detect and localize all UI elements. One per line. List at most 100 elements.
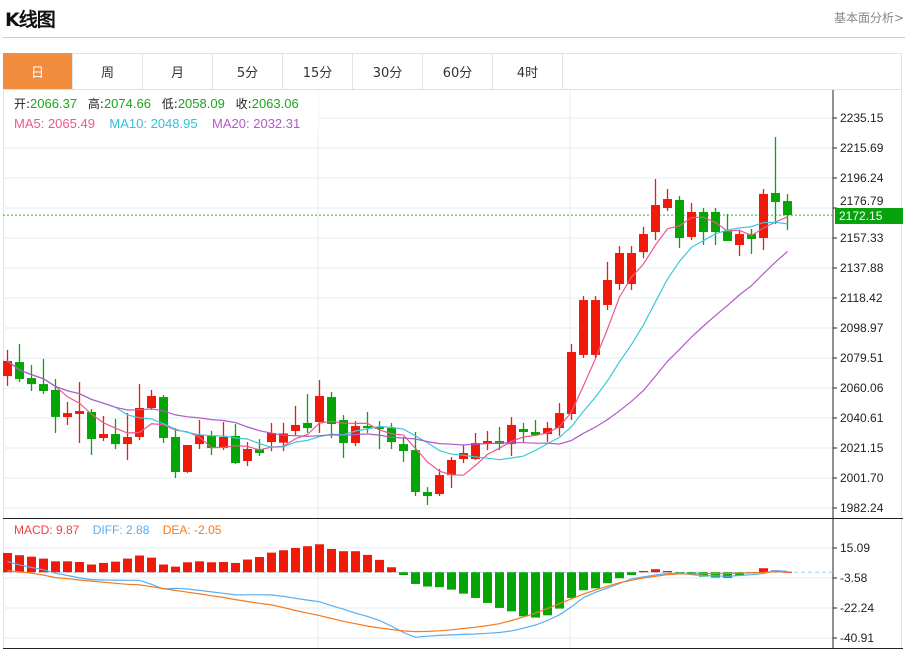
y-axis-label: -40.91 [840,631,875,645]
candle-down [87,411,96,439]
ma20-value: MA20: 2032.31 [212,116,301,131]
macd-bar [39,558,48,573]
low-label: 低: [161,97,178,111]
ma10-value: MA10: 2048.95 [109,116,198,131]
candle-up [3,360,12,377]
y-axis-label: 2021.15 [840,441,884,455]
y-axis-label: 2196.24 [840,171,884,185]
candle-up [291,424,300,431]
candle-down [387,428,396,443]
candle-up [651,205,660,233]
macd-bar [159,564,168,573]
y-axis-label: 2098.97 [840,321,884,335]
tab-month[interactable]: 月 [143,53,213,89]
macd-bar [15,555,24,573]
candle-up [603,279,612,305]
macd-bar [591,572,600,589]
diff-value: DIFF: 2.88 [92,523,150,537]
candle-up [147,395,156,408]
candle-down [339,420,348,443]
candle-up [639,234,648,253]
ma10-line [7,221,788,461]
candle-down [159,397,168,439]
candle-down [747,234,756,239]
dea-line [7,570,788,633]
macd-bar [387,567,396,573]
close-label: 收: [235,97,252,111]
high-value: 2074.66 [103,96,151,111]
open-value: 2066.37 [30,96,78,111]
tab-5min[interactable]: 5分 [213,53,283,89]
candle-up [447,459,456,476]
candle-down [51,389,60,417]
macd-bar [231,562,240,573]
macd-bar [603,572,612,584]
candle-down [303,422,312,429]
candle-up [195,434,204,445]
candle-down [231,435,240,464]
macd-value: MACD: 9.87 [14,523,80,537]
tab-week[interactable]: 周 [73,53,143,89]
ma20-line [7,250,788,446]
candle-up [183,444,192,472]
fundamental-analysis-link[interactable]: 基本面分析> [833,11,904,25]
candle-up [759,193,768,239]
macd-bar [291,547,300,573]
candle-up [615,253,624,285]
macd-bar [699,572,708,577]
macd-bar [123,558,132,573]
macd-bar [783,571,792,573]
candle-up [687,211,696,237]
macd-bar [723,572,732,578]
macd-bar [363,554,372,573]
macd-bar [267,552,276,573]
tab-30min[interactable]: 30分 [353,53,423,89]
tab-4hour[interactable]: 4时 [493,53,563,89]
macd-bar [435,572,444,588]
macd-bar [639,570,648,573]
macd-bar [711,572,720,578]
period-tabs: 日 周 月 5分 15分 30分 60分 4时 [3,53,563,89]
macd-bar [147,557,156,573]
candle-up [435,475,444,495]
candle-down [423,492,432,497]
candle-up [315,395,324,423]
macd-bar [531,572,540,618]
macd-bar [219,561,228,573]
dea-value: DEA: -2.05 [162,523,222,537]
macd-bar [207,562,216,573]
macd-bar [351,551,360,573]
candle-down [723,231,732,241]
candle-down [771,193,780,202]
macd-bar [495,572,504,608]
macd-bar [339,551,348,573]
candle-down [531,432,540,435]
candle-up [591,300,600,355]
current-price-tag: 2172.15 [835,208,903,224]
macd-bar [279,550,288,573]
tab-60min[interactable]: 60分 [423,53,493,89]
chart-frame [3,53,902,648]
header-divider [3,37,905,38]
y-axis-label: 2235.15 [840,111,884,125]
page-title: K线图 [5,9,56,31]
y-axis-label: 2040.61 [840,411,884,425]
tab-day[interactable]: 日 [3,53,73,89]
macd-bar [507,572,516,612]
tab-15min[interactable]: 15分 [283,53,353,89]
macd-legend: MACD: 9.87 DIFF: 2.88 DEA: -2.05 [14,522,221,538]
candle-down [111,434,120,445]
legend-background [4,91,318,133]
candle-up [459,453,468,460]
macd-bar [3,552,12,573]
macd-bar [303,546,312,573]
candle-down [27,378,36,385]
candle-down [783,201,792,216]
candle-down [363,426,372,429]
macd-bar [555,572,564,609]
candle-up [567,352,576,414]
macd-bar [255,556,264,573]
candle-down [699,211,708,233]
candle-up [63,413,72,418]
